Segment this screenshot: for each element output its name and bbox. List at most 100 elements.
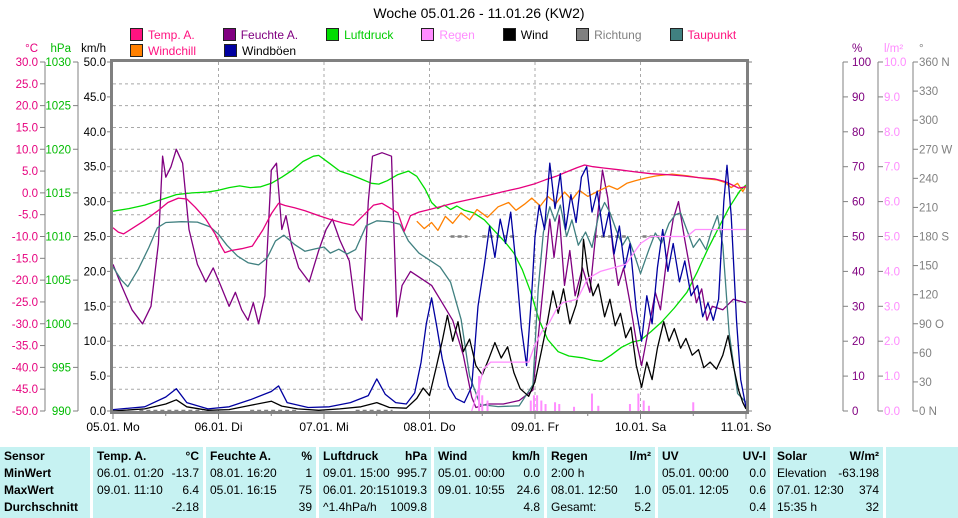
legend-label: Richtung xyxy=(594,27,642,42)
legend-label: Windböen xyxy=(242,43,297,58)
table-row: 05.01. 16:15 75 xyxy=(210,482,312,499)
axis-label-temp: -30.0 xyxy=(12,319,38,331)
legend-item-feuchte-a: Feuchte A. xyxy=(222,27,299,42)
table-cell: Feuchte A. xyxy=(210,449,271,463)
axis-label-pct: 0 xyxy=(852,406,858,418)
table-col-wind: Wind km/h 05.01. 00:00 0.0 09.01. 10:55 24.6 4… xyxy=(431,447,544,518)
table-cell: °C xyxy=(185,449,199,463)
rain-bar xyxy=(628,404,631,411)
axis-label-kmh: 20.0 xyxy=(84,266,106,278)
rain-bar xyxy=(573,406,576,411)
axis-label-kmh: 50.0 xyxy=(84,57,106,69)
axis-label-deg: 180 S xyxy=(919,232,949,244)
legend-swatch-regen xyxy=(421,28,435,41)
axis-unit-lm2: l/m² xyxy=(884,43,903,55)
axis-label-temp: 0.0 xyxy=(22,188,38,200)
axis-unit-pct: % xyxy=(852,43,862,55)
table-cell: 374 xyxy=(858,483,879,497)
rain-bar xyxy=(544,404,547,411)
table-cell: 24.6 xyxy=(516,483,540,497)
table-cell: 32 xyxy=(865,500,879,514)
axis-label-deg: 270 W xyxy=(919,144,952,156)
table-row: -2.18 xyxy=(97,499,199,516)
table-cell: Luftdruck xyxy=(323,449,379,463)
axis-label-kmh: 30.0 xyxy=(84,197,106,209)
legend-swatch-windchill xyxy=(130,44,143,57)
axis-label-deg: 60 xyxy=(919,348,932,360)
x-label: 07.01. Mi xyxy=(299,420,348,434)
axis-label-kmh: 0.0 xyxy=(90,406,106,418)
axis-label-pct: 70 xyxy=(852,162,865,174)
axis-label-deg: 90 O xyxy=(919,319,944,331)
table-cell: MaxWert xyxy=(4,483,54,497)
table-cell: 05.01. 16:15 xyxy=(210,483,277,497)
rain-bar xyxy=(637,393,640,411)
axis-label-pct: 40 xyxy=(852,266,865,278)
table-cell: -2.18 xyxy=(171,500,199,514)
table-row: Elevation -63.198 xyxy=(777,465,879,482)
axis-label-hpa: 1015 xyxy=(45,188,71,200)
table-row: 15:35 h 32 xyxy=(777,499,879,516)
series-taupunkt xyxy=(112,201,747,408)
table-row: Sensor xyxy=(4,448,86,465)
axis-label-temp: -25.0 xyxy=(12,297,38,309)
axis-unit-kmh: km/h xyxy=(81,43,106,55)
table-row: Durchschnitt xyxy=(4,499,86,516)
axis-label-lm2: 0.0 xyxy=(884,406,900,418)
legend-label: Feuchte A. xyxy=(240,27,299,42)
axis-label-hpa: 1020 xyxy=(45,144,71,156)
axis-label-temp: -5.0 xyxy=(18,210,38,222)
x-label: 11.01. So xyxy=(721,420,772,434)
axis-label-lm2: 7.0 xyxy=(884,162,900,174)
rain-bar xyxy=(590,393,593,411)
table-cell: Solar xyxy=(777,449,808,463)
table-cell: 2:00 h xyxy=(551,466,585,480)
legend-label: Luftdruck xyxy=(344,27,394,42)
axis-label-pct: 50 xyxy=(852,232,865,244)
table-row: 09.01. 15:00 995.7 xyxy=(323,465,427,482)
rain-bar xyxy=(554,402,557,411)
table-cell: 1.0 xyxy=(634,483,651,497)
table-row: 0.4 xyxy=(662,499,766,516)
axis-label-lm2: 2.0 xyxy=(884,336,900,348)
table-cell: km/h xyxy=(511,449,540,463)
summary-table: Sensor MinWert MaxWert Durchschnitt Temp. A.… xyxy=(0,447,958,518)
table-cell: 1009.8 xyxy=(390,500,427,514)
table-row: Regen l/m² xyxy=(551,448,651,465)
axis-label-kmh: 40.0 xyxy=(84,127,106,139)
axis-label-pct: 90 xyxy=(852,92,865,104)
axis-label-pct: 100 xyxy=(852,57,871,69)
legend-swatch-luftdruck xyxy=(326,28,340,41)
axis-label-deg: 330 xyxy=(919,86,938,98)
legend-swatch-taupunkt xyxy=(669,28,683,41)
table-row: 08.01. 16:20 1 xyxy=(210,465,312,482)
table-row: 09.01. 11:10 6.4 xyxy=(97,482,199,499)
table-cell: l/m² xyxy=(629,449,651,463)
axis-label-temp: -35.0 xyxy=(12,341,38,353)
axis-label-kmh: 35.0 xyxy=(84,162,106,174)
legend-label: Temp. A. xyxy=(148,27,195,42)
table-col-feuchte-a: Feuchte A.% 08.01. 16:20 1 05.01. 16:15 75 39 xyxy=(203,447,316,518)
axis-label-deg: 120 xyxy=(919,290,938,302)
table-col-luftdruck: Luftdruck hPa 09.01. 15:00 995.7 06.01. 20:1… xyxy=(316,447,431,518)
table-cell: Wind xyxy=(438,449,468,463)
axis-label-lm2: 8.0 xyxy=(884,127,900,139)
table-row: 05.01. 12:05 0.6 xyxy=(662,482,766,499)
legend-swatch-feuchte-a xyxy=(222,28,236,41)
series-luftdruck xyxy=(112,154,747,362)
rain-bar xyxy=(536,395,539,411)
table-row: 07.01. 12:30 374 xyxy=(777,482,879,499)
axis-label-deg: 210 xyxy=(919,202,938,214)
axis-label-lm2: 10.0 xyxy=(884,57,906,69)
table-cell: 0.0 xyxy=(749,466,766,480)
axis-label-lm2: 1.0 xyxy=(884,371,900,383)
table-cell: -63.198 xyxy=(838,466,879,480)
rain-bar xyxy=(486,400,489,411)
table-cell: 0.4 xyxy=(749,500,766,514)
table-cell: 06.01. 01:20 xyxy=(97,466,164,480)
table-cell: Sensor xyxy=(4,449,45,463)
axis-label-temp: -45.0 xyxy=(12,384,38,396)
table-col-temp-a: Temp. A. °C 06.01. 01:20 -13.7 09.01. 11:10 6… xyxy=(90,447,203,518)
table-col-uv: UV UV-I 05.01. 00:00 0.0 05.01. 12:05 0.6 0.4 xyxy=(655,447,770,518)
